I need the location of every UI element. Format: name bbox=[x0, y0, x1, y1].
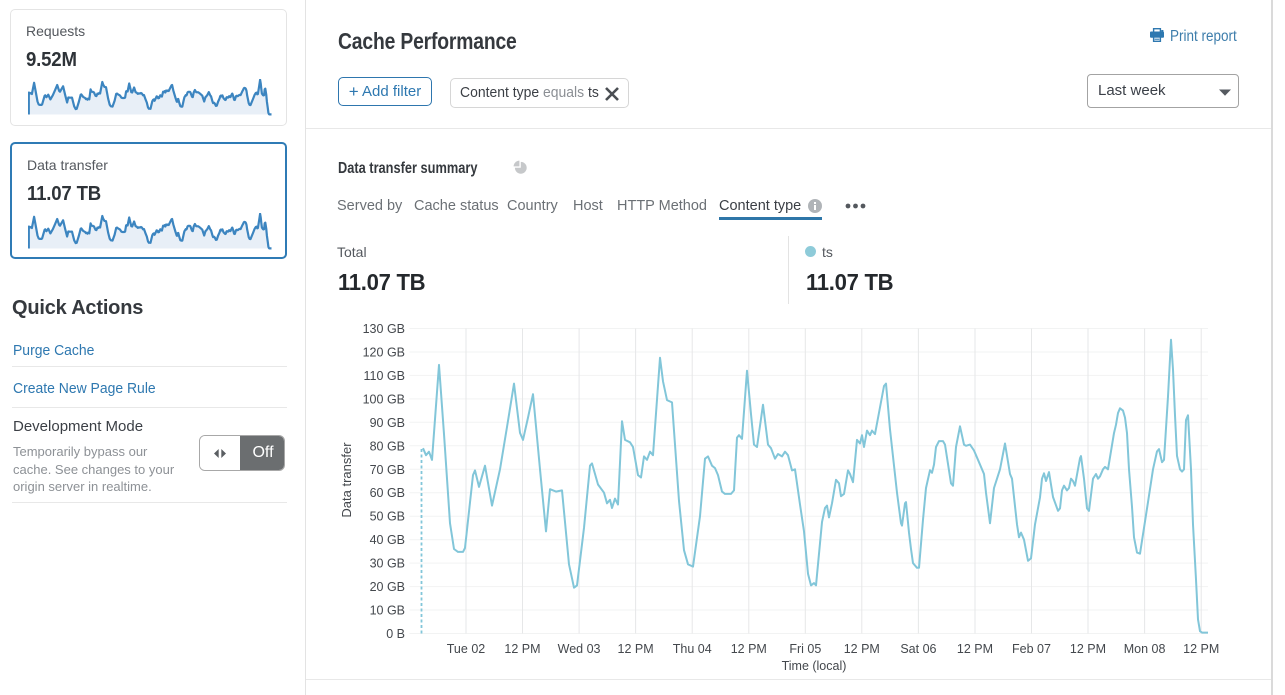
svg-text:12 PM: 12 PM bbox=[1070, 642, 1106, 656]
svg-text:110 GB: 110 GB bbox=[364, 369, 405, 383]
svg-text:Mon 08: Mon 08 bbox=[1124, 642, 1166, 656]
svg-text:Feb 07: Feb 07 bbox=[1012, 642, 1051, 656]
svg-text:90 GB: 90 GB bbox=[370, 416, 405, 430]
svg-text:12 PM: 12 PM bbox=[618, 642, 654, 656]
svg-text:12 PM: 12 PM bbox=[1183, 642, 1219, 656]
svg-text:Time (local): Time (local) bbox=[782, 659, 847, 673]
svg-text:50 GB: 50 GB bbox=[370, 510, 405, 524]
svg-text:60 GB: 60 GB bbox=[370, 486, 405, 500]
svg-text:Tue 02: Tue 02 bbox=[447, 642, 486, 656]
svg-text:130 GB: 130 GB bbox=[363, 322, 405, 336]
svg-text:Thu 04: Thu 04 bbox=[673, 642, 712, 656]
svg-text:20 GB: 20 GB bbox=[370, 580, 405, 594]
svg-text:12 PM: 12 PM bbox=[731, 642, 767, 656]
svg-text:12 PM: 12 PM bbox=[957, 642, 993, 656]
svg-text:12 PM: 12 PM bbox=[504, 642, 540, 656]
svg-text:12 PM: 12 PM bbox=[844, 642, 880, 656]
svg-text:30 GB: 30 GB bbox=[370, 557, 405, 571]
svg-text:80 GB: 80 GB bbox=[370, 439, 405, 453]
svg-text:Fri 05: Fri 05 bbox=[789, 642, 821, 656]
svg-text:Data transfer: Data transfer bbox=[339, 442, 354, 518]
svg-text:10 GB: 10 GB bbox=[370, 604, 405, 618]
svg-text:0 B: 0 B bbox=[386, 627, 405, 641]
svg-text:120 GB: 120 GB bbox=[363, 346, 405, 360]
svg-text:Wed 03: Wed 03 bbox=[558, 642, 601, 656]
svg-text:40 GB: 40 GB bbox=[370, 533, 405, 547]
svg-text:100 GB: 100 GB bbox=[363, 392, 405, 406]
svg-text:Sat 06: Sat 06 bbox=[900, 642, 936, 656]
svg-text:70 GB: 70 GB bbox=[370, 463, 405, 477]
